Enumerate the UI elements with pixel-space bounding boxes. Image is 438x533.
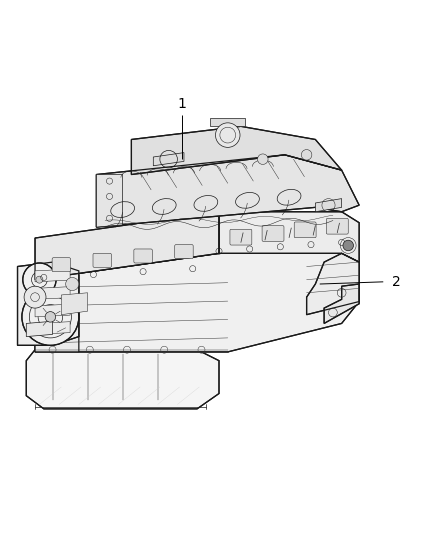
- Circle shape: [36, 276, 43, 283]
- Polygon shape: [96, 155, 359, 227]
- Circle shape: [343, 240, 353, 251]
- Circle shape: [24, 286, 46, 308]
- Circle shape: [301, 150, 312, 160]
- Polygon shape: [61, 293, 88, 314]
- FancyBboxPatch shape: [134, 249, 152, 263]
- FancyBboxPatch shape: [175, 245, 193, 259]
- FancyBboxPatch shape: [52, 258, 71, 272]
- Polygon shape: [35, 212, 219, 280]
- FancyBboxPatch shape: [294, 222, 316, 238]
- Polygon shape: [324, 284, 359, 324]
- FancyBboxPatch shape: [230, 229, 252, 245]
- FancyBboxPatch shape: [93, 253, 111, 268]
- Polygon shape: [35, 247, 359, 280]
- Polygon shape: [307, 253, 359, 314]
- Polygon shape: [153, 152, 184, 166]
- FancyBboxPatch shape: [262, 225, 284, 241]
- Circle shape: [23, 263, 56, 296]
- Circle shape: [258, 154, 268, 165]
- Polygon shape: [219, 212, 359, 262]
- Polygon shape: [35, 304, 70, 317]
- Polygon shape: [35, 253, 359, 352]
- Polygon shape: [35, 275, 79, 352]
- Circle shape: [22, 288, 79, 345]
- Polygon shape: [131, 126, 342, 174]
- Polygon shape: [26, 350, 219, 409]
- Text: 1: 1: [177, 97, 186, 111]
- Polygon shape: [18, 262, 79, 345]
- FancyBboxPatch shape: [326, 219, 348, 234]
- Polygon shape: [315, 199, 342, 212]
- Circle shape: [45, 312, 56, 322]
- Text: 2: 2: [392, 275, 401, 289]
- Polygon shape: [35, 269, 70, 282]
- Polygon shape: [96, 174, 123, 227]
- Circle shape: [66, 278, 79, 290]
- Polygon shape: [35, 322, 70, 334]
- Polygon shape: [35, 287, 70, 300]
- Polygon shape: [210, 118, 245, 126]
- Circle shape: [215, 123, 240, 147]
- Polygon shape: [26, 321, 53, 336]
